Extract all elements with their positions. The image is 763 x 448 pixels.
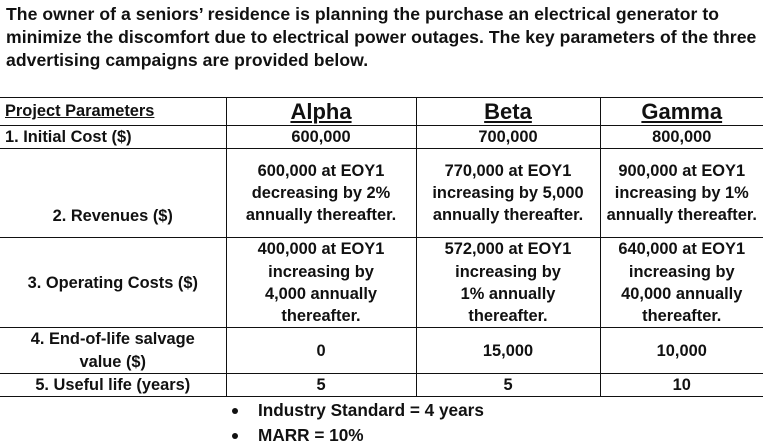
row-label-salvage-value: 4. End-of-life salvage value ($) (0, 327, 227, 375)
row-label-operating-costs: 3. Operating Costs ($) (0, 237, 227, 329)
table-header-row: Project Parameters Alpha Beta Gamma (0, 97, 763, 126)
note-industry-standard: Industry Standard = 4 years (232, 398, 484, 423)
cell-gamma-salvage-value: 10,000 (599, 327, 763, 375)
cell-gamma-operating-costs: 640,000 at EOY1 increasing by 40,000 ann… (599, 237, 763, 329)
cell-alpha-revenues: 600,000 at EOY1 decreasing by 2% annuall… (225, 148, 417, 239)
cell-beta-initial-cost: 700,000 (415, 124, 601, 150)
cell-gamma-initial-cost: 800,000 (599, 124, 763, 150)
row-label-useful-life: 5. Useful life (years) (0, 373, 227, 398)
cell-alpha-operating-costs: 400,000 at EOY1 increasing by 4,000 annu… (225, 237, 417, 329)
note-text: MARR = 10% (258, 425, 364, 445)
bullet-icon (232, 433, 238, 439)
table-row-initial-cost: 1. Initial Cost ($) 600,000 700,000 800,… (0, 124, 763, 150)
header-beta: Beta (415, 97, 601, 126)
cell-beta-useful-life: 5 (415, 373, 601, 398)
table-row-revenues: 2. Revenues ($) 600,000 at EOY1 decreasi… (0, 148, 763, 239)
table-row-operating-costs: 3. Operating Costs ($) 400,000 at EOY1 i… (0, 237, 763, 329)
cell-gamma-useful-life: 10 (599, 373, 763, 398)
header-gamma: Gamma (599, 97, 763, 126)
header-project-parameters: Project Parameters (0, 97, 227, 126)
cell-alpha-useful-life: 5 (225, 373, 417, 398)
problem-statement: The owner of a seniors’ residence is pla… (6, 4, 757, 70)
project-parameters-table: Project Parameters Alpha Beta Gamma 1. I… (0, 97, 763, 398)
table-row-salvage-value: 4. End-of-life salvage value ($) 0 15,00… (0, 327, 763, 375)
row-label-revenues: 2. Revenues ($) (0, 148, 227, 239)
cell-gamma-revenues: 900,000 at EOY1 increasing by 1% annuall… (599, 148, 763, 239)
cell-beta-revenues: 770,000 at EOY1 increasing by 5,000 annu… (415, 148, 601, 239)
cell-alpha-initial-cost: 600,000 (225, 124, 417, 150)
cell-alpha-salvage-value: 0 (225, 327, 417, 375)
note-text: Industry Standard = 4 years (258, 400, 484, 420)
header-alpha: Alpha (225, 97, 417, 126)
cell-beta-operating-costs: 572,000 at EOY1 increasing by 1% annuall… (415, 237, 601, 329)
bullet-icon (232, 408, 238, 414)
cell-beta-salvage-value: 15,000 (415, 327, 601, 375)
row-label-initial-cost: 1. Initial Cost ($) (0, 124, 227, 150)
note-marr: MARR = 10% (232, 423, 484, 448)
table-row-useful-life: 5. Useful life (years) 5 5 10 (0, 373, 763, 398)
notes-list: Industry Standard = 4 years MARR = 10% (232, 398, 484, 448)
